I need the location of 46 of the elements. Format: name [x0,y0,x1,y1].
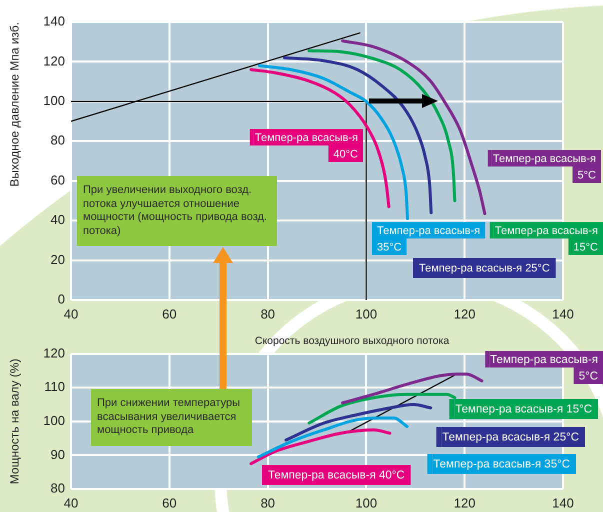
x-tick-label: 100 [355,495,378,510]
y-tick-label: 120 [43,345,65,360]
x-tick-label: 140 [552,306,574,322]
y-tick-label: 100 [43,412,65,428]
y-axis-title: Мощность на валу (%) [8,358,22,484]
y-tick-label: 80 [50,480,65,496]
legend-label: Темпер-ра всасыв-я 15°C [455,404,592,416]
x-tick-label: 80 [260,495,276,510]
legend-label: Темпер-ра всасыв-я 40°C [268,470,405,482]
legend-label: Темпер-ра всасыв-я 5°C [490,354,598,382]
legend-label: Темпер-ра всасыв-я 40°C [254,132,358,160]
y-tick-label: 140 [43,14,65,29]
y-tick-label: 100 [43,93,65,108]
y-tick-label: 20 [50,252,65,267]
legend-label: Темпер-ра всасыв-я 35°C [433,458,570,471]
legend-label: Темпер-ра всасыв-я 15°C [494,224,598,254]
annotation: При увеличении выходного возд. потока улучшается отношение мощности (мощность привода возд. потока) [77,176,277,246]
y-tick-label: 120 [43,53,65,68]
y-tick-label: 110 [44,379,65,394]
line-series [284,403,432,442]
legend-label: Темпер-ра всасыв-я 35°C [377,224,480,254]
line-series [308,49,456,202]
y-axis-title: Выходное давление Мпа изб. [8,22,22,187]
line-series [341,372,484,404]
y-tick-label: 40 [50,212,65,228]
y-tick-label: 60 [50,172,65,188]
y-tick-label: 90 [50,446,65,462]
y-tick-label: 0 [58,292,65,307]
x-tick-label: 120 [454,495,476,510]
x-tick-label: 80 [260,306,276,322]
x-tick-label: 100 [355,306,378,322]
x-tick-label: 40 [64,495,78,510]
legend-label: Темпер-ра всасыв-я 25°C [419,262,550,275]
x-tick-label: 60 [162,495,177,510]
legend-label: Темпер-ра всасыв-я 25°C [442,432,580,444]
line-series [250,428,392,466]
x-tick-label: 40 [64,306,78,322]
line-series [250,68,390,208]
x-axis-title: Скорость воздушного выходного потока [254,334,450,347]
x-tick-label: 140 [552,495,574,510]
annotation: При снижении температуры всасывания увеличивается мощность привода [91,389,252,446]
x-tick-label: 120 [454,306,476,322]
line-series [256,416,409,458]
legend-label: Темпер-ра всасыв-я 5°C [492,152,596,182]
y-tick-label: 80 [50,132,65,148]
x-tick-label: 60 [162,306,177,322]
